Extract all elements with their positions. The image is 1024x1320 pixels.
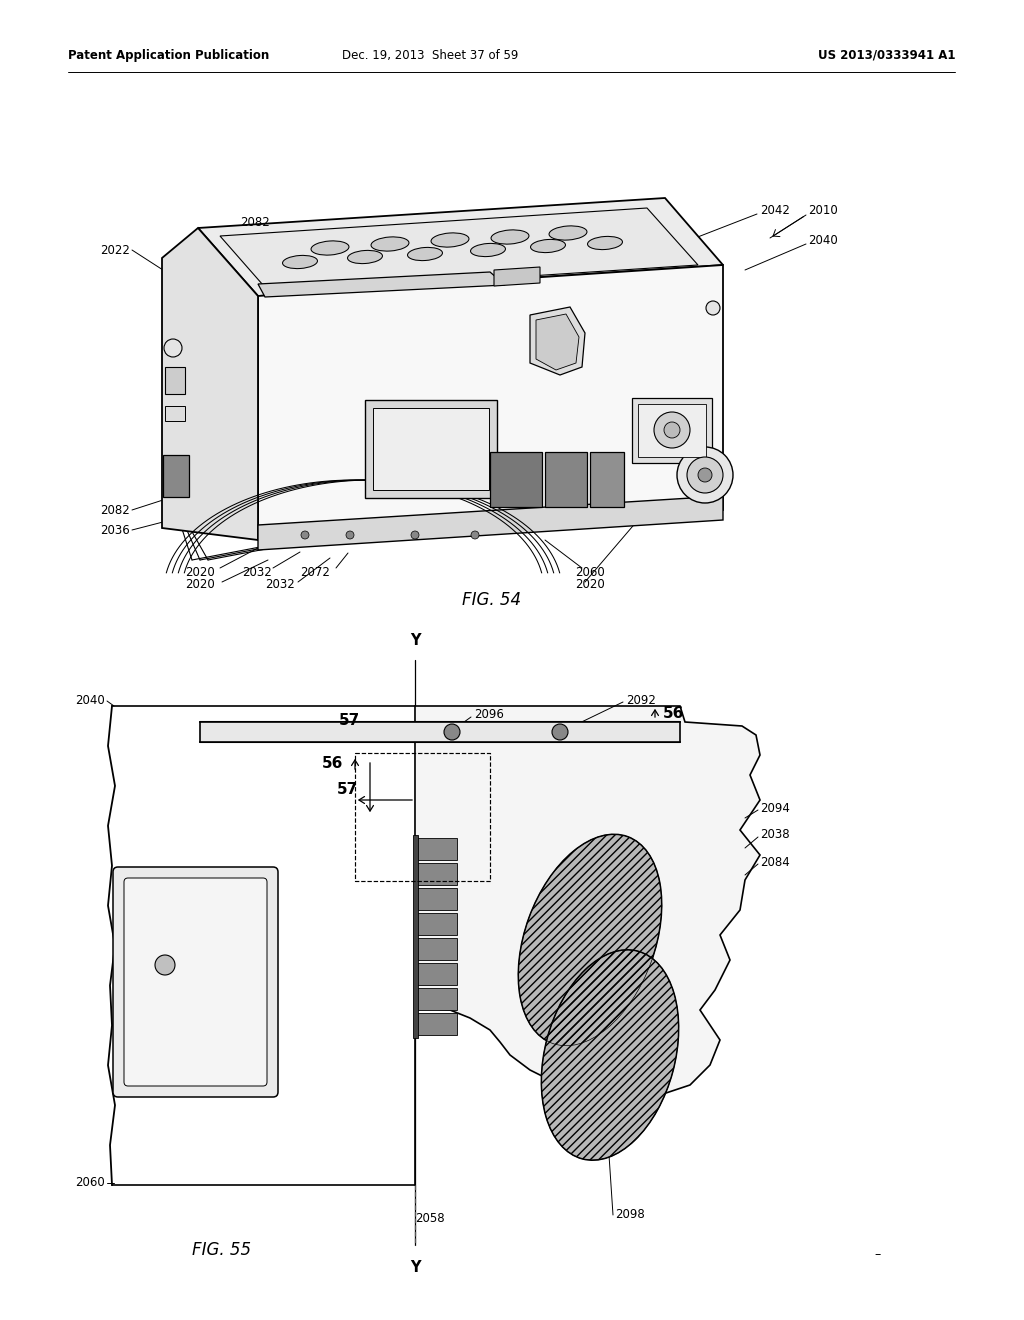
Ellipse shape: [588, 236, 623, 249]
Text: 2060: 2060: [575, 565, 605, 578]
Text: 2020: 2020: [185, 565, 215, 578]
Text: 2032: 2032: [242, 565, 271, 578]
Bar: [415, 863, 457, 884]
Bar: [165, 367, 185, 393]
Ellipse shape: [549, 226, 587, 240]
Circle shape: [411, 531, 419, 539]
Ellipse shape: [518, 834, 662, 1045]
Text: 2020: 2020: [575, 578, 605, 591]
Polygon shape: [258, 265, 723, 540]
Circle shape: [706, 301, 720, 315]
Circle shape: [444, 723, 460, 741]
Circle shape: [471, 531, 479, 539]
Polygon shape: [494, 267, 540, 286]
Ellipse shape: [283, 255, 317, 268]
Ellipse shape: [471, 243, 506, 256]
Text: 2082: 2082: [100, 503, 130, 516]
Text: Dec. 19, 2013  Sheet 37 of 59: Dec. 19, 2013 Sheet 37 of 59: [342, 49, 518, 62]
Polygon shape: [162, 228, 258, 540]
Text: 2036: 2036: [100, 524, 130, 536]
Text: 2058: 2058: [415, 1212, 444, 1225]
Ellipse shape: [311, 240, 349, 255]
Bar: [163, 455, 189, 498]
Text: 2040: 2040: [75, 693, 105, 706]
Bar: [632, 399, 712, 463]
Text: 2094: 2094: [760, 801, 790, 814]
Circle shape: [677, 447, 733, 503]
Bar: [415, 1012, 457, 1035]
Text: 2020: 2020: [185, 578, 215, 591]
Text: 57: 57: [337, 783, 358, 797]
Text: 2038: 2038: [760, 829, 790, 842]
Text: 57: 57: [339, 713, 360, 729]
Bar: [545, 451, 587, 507]
Polygon shape: [258, 496, 723, 550]
Ellipse shape: [408, 247, 442, 260]
Bar: [365, 400, 497, 498]
Ellipse shape: [530, 239, 565, 252]
Polygon shape: [536, 314, 579, 370]
Bar: [490, 451, 542, 507]
Bar: [415, 888, 457, 909]
Bar: [415, 987, 457, 1010]
Circle shape: [654, 412, 690, 447]
Circle shape: [698, 469, 712, 482]
Text: 2060: 2060: [75, 1176, 105, 1189]
Bar: [355, 752, 490, 880]
Text: 2010: 2010: [808, 203, 838, 216]
Text: FIG. 54: FIG. 54: [463, 591, 521, 609]
Text: 56: 56: [663, 706, 684, 722]
Text: US 2013/0333941 A1: US 2013/0333941 A1: [817, 49, 955, 62]
Circle shape: [301, 531, 309, 539]
Bar: [373, 408, 489, 490]
Ellipse shape: [542, 950, 679, 1160]
Bar: [415, 964, 457, 985]
Bar: [415, 913, 457, 935]
Bar: [638, 404, 706, 457]
Bar: [415, 838, 457, 861]
Ellipse shape: [371, 236, 409, 251]
FancyBboxPatch shape: [113, 867, 278, 1097]
Polygon shape: [530, 308, 585, 375]
Text: 2032: 2032: [265, 578, 295, 591]
Text: 2098: 2098: [615, 1209, 645, 1221]
Circle shape: [346, 531, 354, 539]
Text: Y: Y: [410, 634, 420, 648]
Circle shape: [164, 339, 182, 356]
Text: 2092: 2092: [626, 693, 656, 706]
Text: FIG. 55: FIG. 55: [193, 1241, 252, 1259]
Ellipse shape: [347, 251, 382, 264]
Bar: [200, 722, 680, 742]
Circle shape: [155, 954, 175, 975]
Bar: [413, 836, 418, 1038]
Polygon shape: [220, 209, 698, 293]
Polygon shape: [415, 706, 760, 1100]
Text: 2082: 2082: [240, 216, 269, 230]
Bar: [415, 939, 457, 960]
Text: Patent Application Publication: Patent Application Publication: [68, 49, 269, 62]
FancyBboxPatch shape: [124, 878, 267, 1086]
Text: 2096: 2096: [474, 708, 504, 721]
Text: 56: 56: [322, 755, 343, 771]
Text: 2022: 2022: [100, 243, 130, 256]
Text: 2084: 2084: [760, 855, 790, 869]
Text: –: –: [874, 1249, 881, 1262]
Text: 2072: 2072: [300, 565, 330, 578]
Circle shape: [552, 723, 568, 741]
Ellipse shape: [492, 230, 529, 244]
Circle shape: [687, 457, 723, 492]
Polygon shape: [198, 198, 723, 296]
Ellipse shape: [431, 232, 469, 247]
Text: 2040: 2040: [808, 234, 838, 247]
Bar: [165, 407, 185, 421]
Circle shape: [664, 422, 680, 438]
Text: Y: Y: [410, 1261, 420, 1275]
Text: 2042: 2042: [760, 203, 790, 216]
Bar: [590, 451, 624, 507]
Polygon shape: [258, 272, 505, 297]
